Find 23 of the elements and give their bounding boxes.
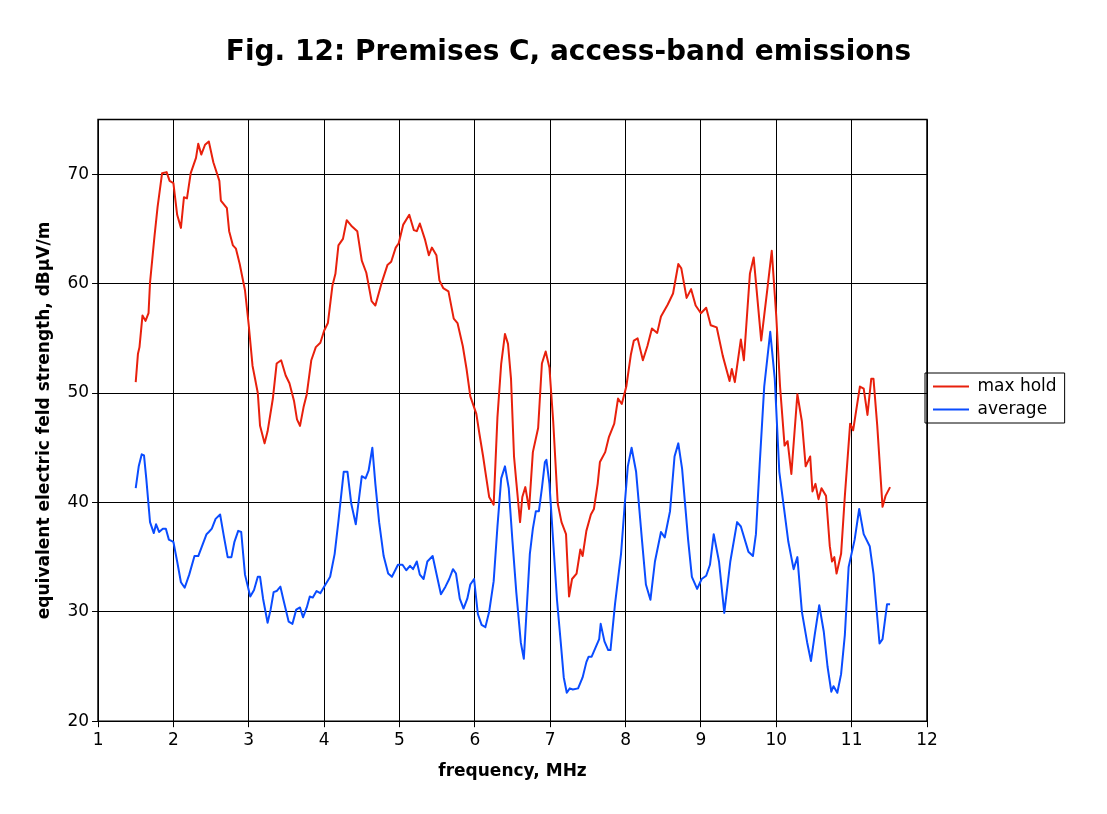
y-tick-label: 50 [67,381,90,402]
x-tick-label: 7 [544,728,556,749]
y-axis-title: equivalent electric feld strength, dBµV/m [32,221,53,620]
x-tick-label: 8 [620,728,631,749]
legend-label: max hold [977,374,1057,395]
legend-label: average [977,397,1048,418]
y-tick-label: 70 [67,162,90,183]
x-tick-label: 9 [695,728,707,749]
x-tick-label: 4 [318,728,330,749]
x-tick-label: 2 [167,728,179,749]
x-tick-label: 6 [469,728,481,749]
chart-title: Fig. 12: Premises C, access-band emissions [225,34,912,68]
x-tick-label: 11 [840,728,863,749]
y-tick-label: 60 [67,272,90,293]
x-tick-label: 3 [243,728,255,749]
x-tick-label: 12 [916,728,938,749]
y-tick-label: 30 [67,600,90,621]
x-tick-label: 10 [765,728,788,749]
x-axis-title: frequency, MHz [438,760,587,781]
x-tick-label: 5 [394,728,405,749]
y-tick-label: 20 [67,709,90,730]
x-tick-label: 1 [92,728,104,749]
y-tick-label: 40 [67,490,90,511]
